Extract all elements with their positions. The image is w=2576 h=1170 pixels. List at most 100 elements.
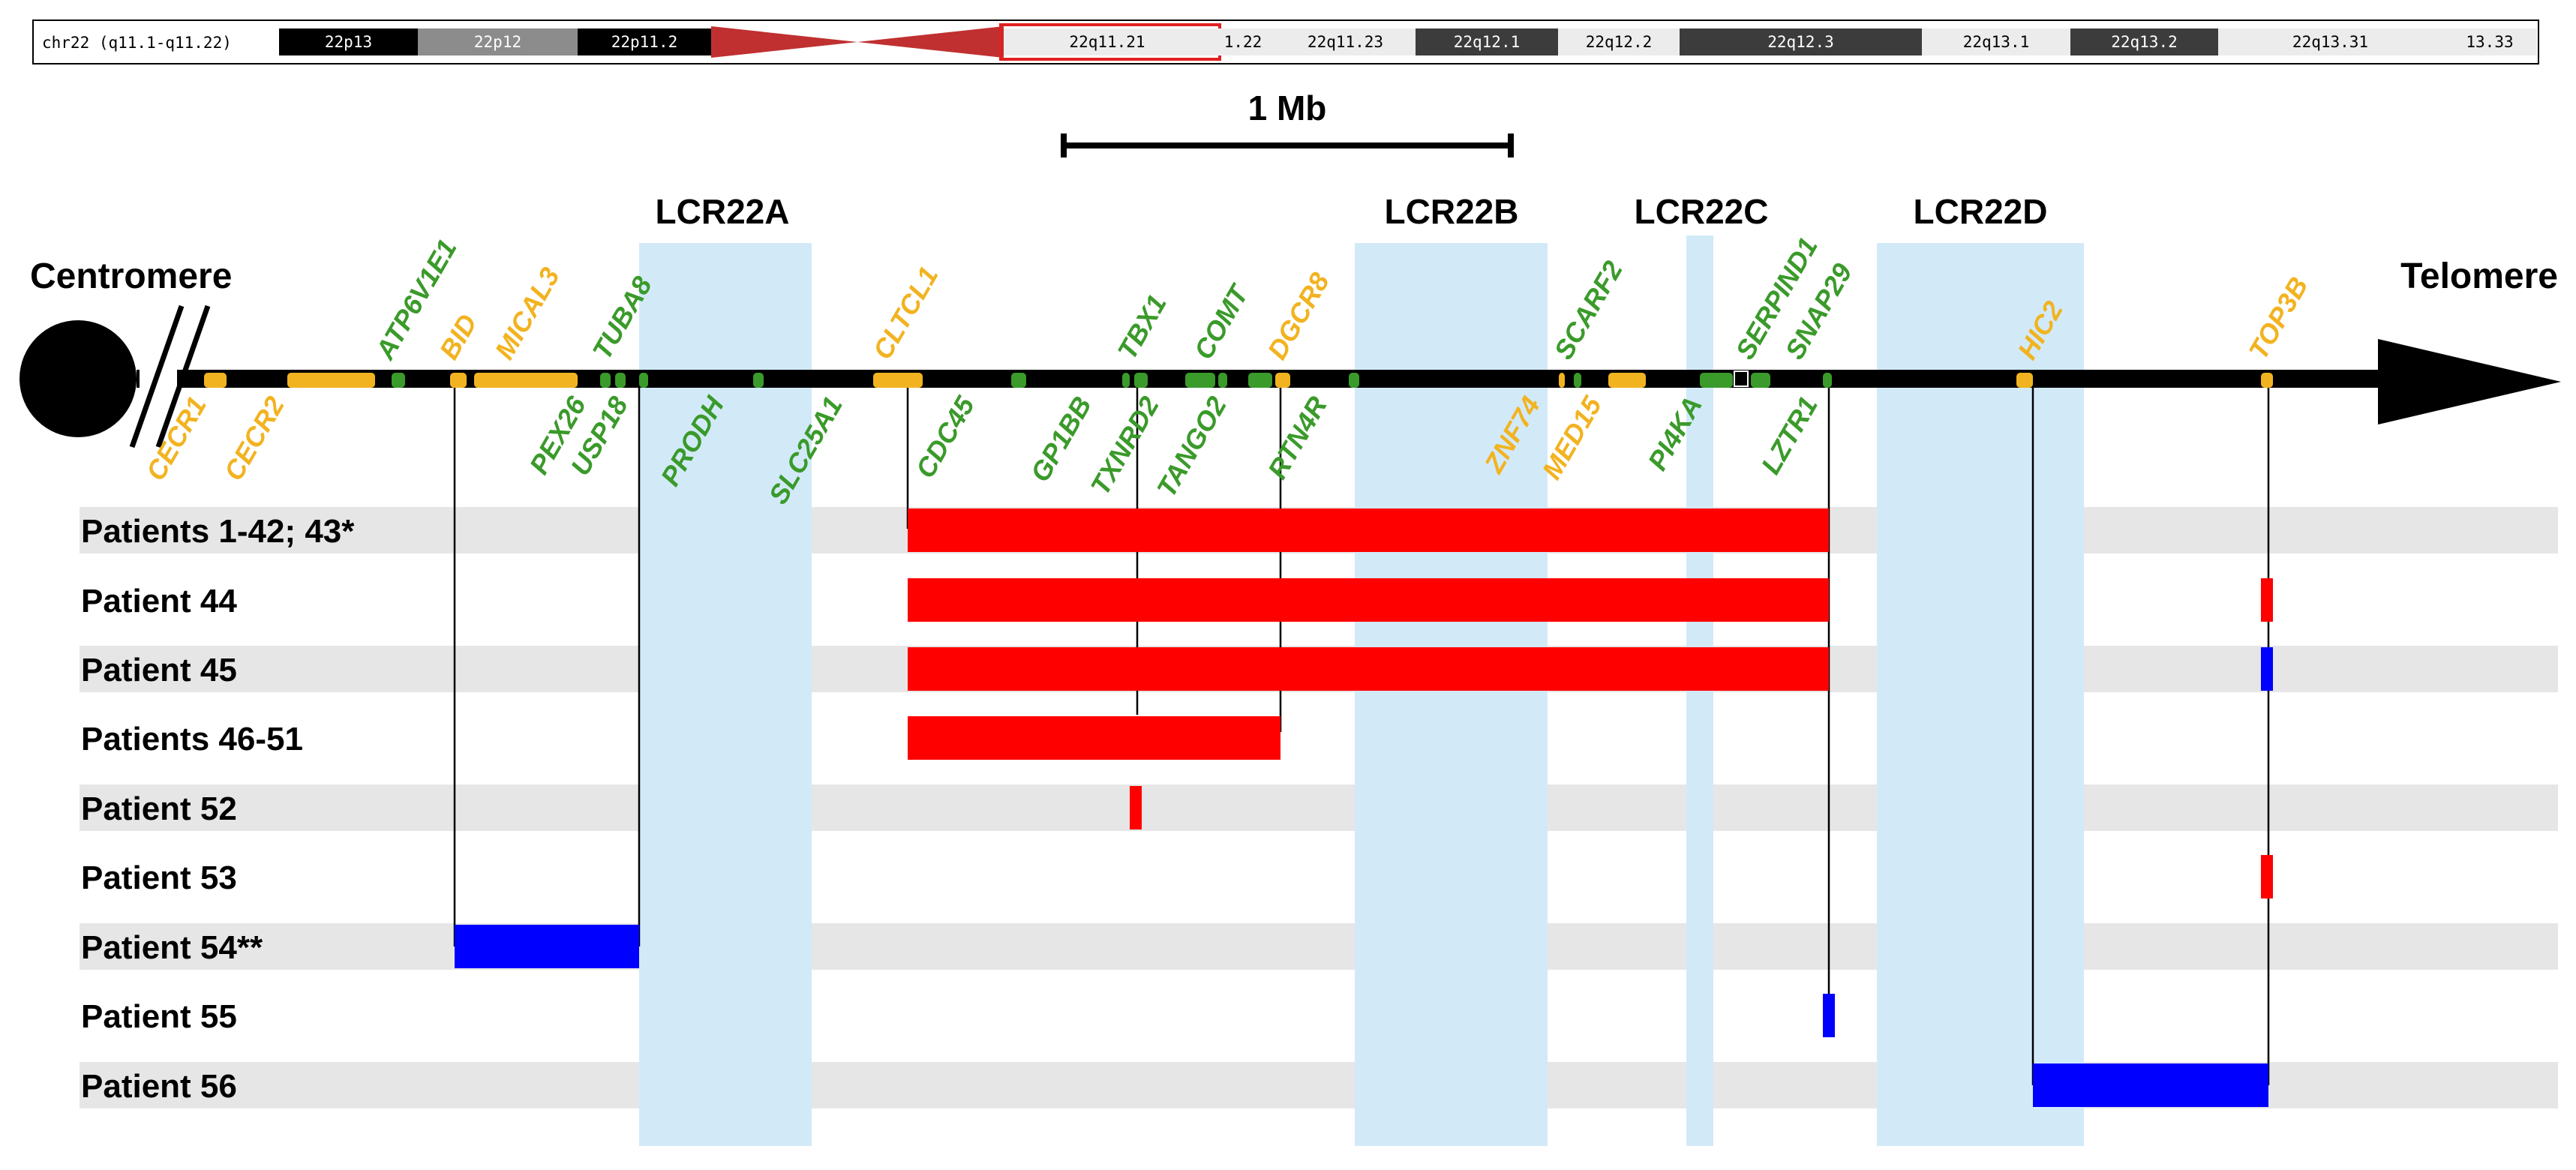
ideogram-band	[1680, 28, 1922, 56]
gene-label-scarf2: SCARF2	[1548, 256, 1629, 364]
deletion-bar	[2261, 578, 2273, 622]
gene-mark	[1559, 373, 1565, 388]
centromere-label: Centromere	[30, 256, 232, 296]
gene-mark	[873, 373, 923, 388]
deletion-bar	[908, 508, 1829, 552]
patient-row-stripe	[80, 923, 2558, 970]
ideogram-band	[2070, 28, 2218, 56]
patient-label: Patients 46-51	[81, 721, 303, 758]
ideogram-label: chr22 (q11.1-q11.22)	[42, 34, 232, 52]
patient-label: Patient 53	[81, 860, 237, 896]
ideogram-band	[1004, 28, 1211, 56]
ideogram-band-label: 22q11.23	[1308, 33, 1383, 51]
duplication-bar	[1823, 994, 1835, 1037]
ideogram-band-label: 22q12.3	[1767, 33, 1834, 51]
gene-mark	[1122, 373, 1130, 388]
ideogram-band	[578, 28, 711, 56]
gene-mark	[1751, 373, 1770, 388]
ideogram-band	[2218, 28, 2442, 56]
patient-label: Patient 54**	[81, 929, 263, 966]
lcr-region-lcr22a	[639, 243, 812, 1146]
gene-label-tbx1: TBX1	[1111, 290, 1172, 364]
gene-mark	[1349, 373, 1359, 388]
ideogram-band-label: 22q12.1	[1454, 33, 1521, 51]
lcr-region-lcr22d	[1877, 243, 2084, 1146]
chromosome-ideogram: chr22 (q11.1-q11.22) 22p13 22p12 22p11.2 22…	[32, 20, 2539, 64]
gene-mark	[2261, 373, 2273, 388]
gene-mark	[1734, 370, 1749, 387]
ideogram-band	[1275, 28, 1416, 56]
patient-label: Patient 52	[81, 790, 237, 827]
lcr-region-lcr22b	[1355, 243, 1548, 1146]
gene-mark	[1275, 373, 1290, 388]
gene-label-bid: BID	[433, 309, 483, 364]
lcr-label: LCR22B	[1385, 192, 1519, 231]
gene-mark	[639, 373, 648, 388]
deletion-bar	[908, 647, 1829, 691]
gene-mark	[1823, 373, 1832, 388]
deletion-bar	[908, 578, 1829, 622]
patient-label: Patient 44	[81, 583, 237, 620]
gene-mark	[1608, 373, 1646, 388]
gene-label-lztr1: LZTR1	[1755, 392, 1824, 479]
deletion-bar	[2261, 855, 2273, 898]
telomere-label: Telomere	[2400, 256, 2558, 296]
ideogram-band-label: 22p12	[474, 33, 521, 51]
deletion-bar	[1130, 786, 1142, 830]
gene-label-cecr2: CECR2	[218, 392, 290, 486]
ideogram-band	[2442, 28, 2537, 56]
gene-mark	[600, 373, 611, 388]
ideogram-band	[1558, 28, 1680, 56]
ideogram-band	[1922, 28, 2070, 56]
gene-label-comt: COMT	[1187, 278, 1255, 364]
scale-bar-label: 1 Mb	[1248, 88, 1327, 128]
chromosome-axis: Centromere Telomere	[20, 256, 2561, 448]
gene-mark	[204, 373, 227, 388]
ideogram-band	[418, 28, 578, 56]
duplication-bar	[2261, 647, 2273, 691]
duplication-bar	[2033, 1064, 2268, 1107]
centromere-band-right	[857, 26, 1004, 58]
gene-label-mical3: MICAL3	[488, 262, 566, 364]
ideogram-band-label: 22q13.2	[2111, 33, 2178, 51]
gene-label-cltcl1: CLTCL1	[866, 261, 944, 364]
gene-mark	[392, 373, 405, 388]
patient-row-stripe	[80, 784, 2558, 831]
ideogram-band-label: 22q11.21	[1069, 33, 1145, 51]
duplication-bar	[455, 925, 639, 968]
patient-label: Patient 45	[81, 652, 237, 688]
gene-mark	[2016, 373, 2033, 388]
gene-label-rtn4r: RTN4R	[1262, 392, 1333, 484]
gene-label-cecr1: CECR1	[140, 392, 212, 486]
patient-label: Patient 56	[81, 1068, 237, 1105]
patient-label: Patients 1-42; 43*	[81, 513, 355, 550]
gene-mark	[1185, 373, 1215, 388]
ideogram-band-label: 13.33	[2466, 33, 2513, 51]
ideogram-band-label: 22q13.1	[1963, 33, 2030, 51]
ideogram-band-label: 22q12.2	[1586, 33, 1653, 51]
gene-label-top3b: TOP3B	[2242, 272, 2313, 364]
gene-label-cdc45: CDC45	[909, 391, 980, 484]
ideogram-band-label: 22p11.2	[611, 33, 678, 51]
ideogram-band	[279, 28, 418, 56]
ideogram-band	[1416, 28, 1558, 56]
patient-label: Patient 55	[81, 998, 237, 1035]
lcr-label: LCR22A	[656, 192, 790, 231]
deletion-bar	[908, 716, 1280, 760]
gene-mark	[1248, 373, 1272, 388]
ideogram-band-label: 22p13	[325, 33, 372, 51]
gene-mark	[1700, 373, 1733, 388]
scale-bar: 1 Mb	[1061, 88, 1514, 158]
gene-mark	[1218, 373, 1227, 388]
gene-mark	[615, 373, 626, 388]
ideogram-band	[1211, 28, 1275, 56]
gene-mark	[1574, 373, 1581, 388]
ideogram-band-label: 22q13.31	[2292, 33, 2368, 51]
gene-mark	[1011, 373, 1026, 388]
gene-label-gp1bb: GP1BB	[1024, 392, 1097, 488]
lcr-label: LCR22D	[1914, 192, 2048, 231]
centromere-circle	[20, 320, 137, 437]
lcr-label: LCR22C	[1635, 192, 1769, 231]
gene-mark	[287, 373, 375, 388]
